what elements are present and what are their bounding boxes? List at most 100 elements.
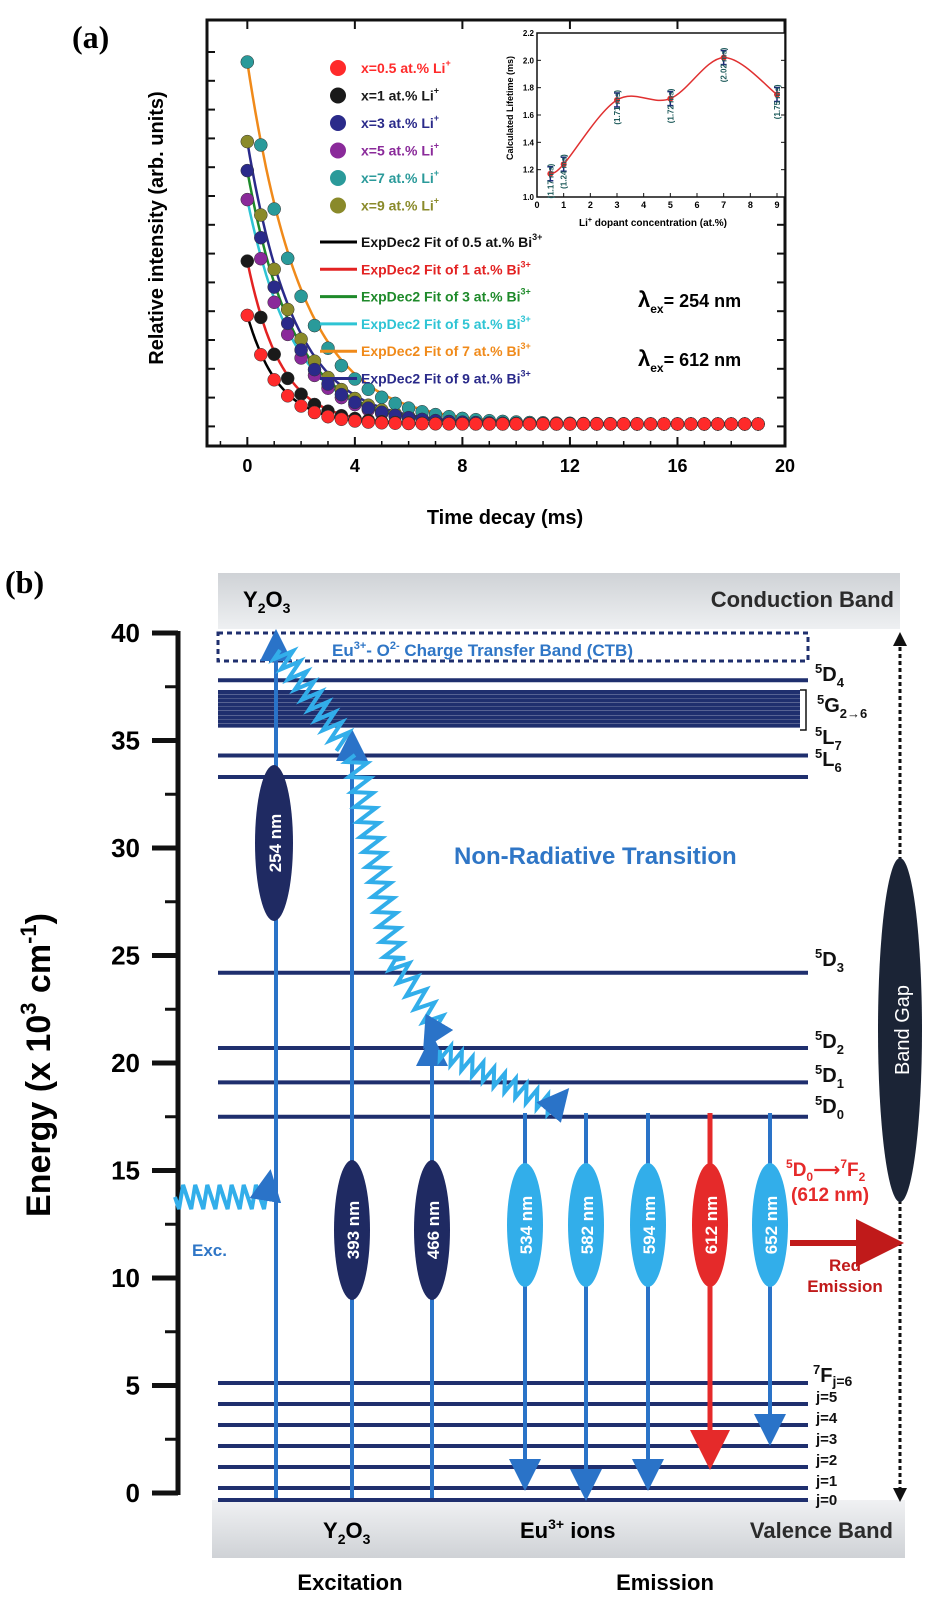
data-point bbox=[307, 362, 322, 377]
red-emission-1: Red bbox=[829, 1256, 861, 1275]
data-point bbox=[240, 308, 255, 323]
data-point bbox=[254, 230, 268, 245]
inset-value-label: (1.71 ms) bbox=[613, 90, 622, 125]
data-point bbox=[603, 417, 618, 431]
data-point bbox=[415, 416, 429, 431]
transition-label: 5D0⟶7F2 bbox=[786, 1157, 866, 1184]
legend-label: x=1 at.% Li+ bbox=[361, 86, 439, 104]
data-point bbox=[294, 399, 308, 413]
data-point bbox=[294, 289, 308, 304]
non-radiative-wave-1 bbox=[268, 646, 355, 753]
data-point bbox=[630, 417, 644, 431]
data-point bbox=[307, 318, 322, 333]
data-point bbox=[280, 371, 295, 386]
emission-582nm bbox=[568, 1163, 604, 1287]
band-gap: Band Gap bbox=[878, 632, 922, 1502]
inset-y-tick-label: 1.8 bbox=[523, 84, 535, 93]
data-point bbox=[388, 416, 402, 430]
excitation-wave bbox=[173, 1169, 282, 1210]
label-5g: 5G2→6 bbox=[817, 692, 867, 721]
host-top-label: Y2O3 bbox=[243, 587, 291, 616]
x-tick-label: 16 bbox=[667, 456, 687, 476]
inset-y-tick-label: 2.0 bbox=[523, 56, 535, 65]
data-point bbox=[643, 417, 658, 431]
emission-652nm-label: 652 nm bbox=[762, 1196, 781, 1255]
legend-marker bbox=[330, 60, 346, 76]
emission-534nm-label: 534 nm bbox=[517, 1196, 536, 1255]
ctb-label: Eu3+- O2- Charge Transfer Band (CTB) bbox=[332, 640, 633, 660]
data-point bbox=[616, 417, 631, 431]
data-point bbox=[495, 417, 510, 431]
emission-caption: Emission bbox=[616, 1570, 714, 1595]
inset-value-label: (1.72 ms) bbox=[666, 88, 675, 123]
inset-x-tick-label: 1 bbox=[561, 200, 566, 210]
exc-label: Exc. bbox=[192, 1241, 227, 1260]
inset-y-tick-label: 1.4 bbox=[523, 138, 535, 147]
energy-tick-label: 25 bbox=[111, 941, 140, 971]
data-point bbox=[737, 417, 752, 431]
data-point bbox=[267, 262, 281, 277]
transition-nm: (612 nm) bbox=[791, 1185, 869, 1206]
ctb-box bbox=[216, 631, 810, 663]
red-emission-annotation: 5D0⟶7F2 (612 nm) Red Emission bbox=[786, 1157, 883, 1296]
data-point bbox=[280, 251, 295, 266]
decay-xlabel: Time decay (ms) bbox=[427, 507, 583, 529]
data-point bbox=[280, 316, 295, 331]
data-point bbox=[254, 208, 268, 222]
non-radiative-wave-3 bbox=[437, 1040, 570, 1123]
legend-fit-label: ExpDec2 Fit of 3 at.% Bi3+ bbox=[361, 287, 531, 305]
data-point bbox=[724, 417, 738, 431]
decay-axes-frame bbox=[205, 18, 787, 448]
decay-legend: x=0.5 at.% Li+ x=1 at.% Li+ x=3 at.% Li+ x=… bbox=[320, 58, 542, 387]
energy-ylabel: Energy (x 103 cm-1) bbox=[16, 913, 58, 1217]
data-point bbox=[240, 254, 255, 268]
label-7fj6: 7Fj=6 bbox=[813, 1362, 853, 1389]
x-tick-label: 4 bbox=[350, 456, 360, 476]
label-j4: j=4 bbox=[815, 1410, 838, 1427]
inset-ylabel: Calculated Lifetime (ms) bbox=[505, 56, 515, 160]
inset-y-tick-label: 1.2 bbox=[523, 166, 535, 175]
label-5l6: 5L6 bbox=[815, 746, 842, 775]
inset-x-tick-label: 9 bbox=[774, 200, 779, 210]
data-point bbox=[361, 415, 376, 429]
inset-point bbox=[774, 91, 780, 98]
data-point bbox=[267, 295, 281, 310]
data-point bbox=[334, 387, 349, 402]
x-tick-label: 8 bbox=[457, 456, 467, 476]
valence-band bbox=[212, 1500, 905, 1558]
data-point bbox=[240, 192, 255, 207]
inset-value-label: (1.17 ms) bbox=[546, 163, 555, 198]
data-point bbox=[361, 382, 376, 397]
legend-fit-label: ExpDec2 Fit of 0.5 at.% Bi3+ bbox=[361, 232, 542, 250]
data-point bbox=[254, 347, 268, 362]
inset-x-tick-label: 8 bbox=[748, 200, 753, 210]
data-point bbox=[240, 163, 255, 178]
valence-band-label: Valence Band bbox=[750, 1518, 893, 1543]
data-point bbox=[576, 417, 591, 431]
data-point bbox=[482, 417, 497, 431]
lambda-ex-612: λex= 612 nm bbox=[638, 346, 741, 375]
legend-label: x=0.5 at.% Li+ bbox=[361, 58, 451, 76]
inset-point bbox=[547, 170, 554, 177]
data-point bbox=[348, 395, 362, 410]
data-point bbox=[254, 310, 268, 325]
inset-x-tick-label: 2 bbox=[588, 200, 593, 210]
label-5d2: 5D2 bbox=[815, 1028, 844, 1057]
legend-fit-label: ExpDec2 Fit of 1 at.% Bi3+ bbox=[361, 259, 531, 277]
data-point bbox=[361, 401, 376, 415]
label-5d3: 5D3 bbox=[815, 946, 844, 975]
conduction-band bbox=[218, 573, 900, 629]
inset-point bbox=[720, 54, 727, 61]
inset-value-label: (1.24 ms) bbox=[560, 154, 569, 189]
g-bracket bbox=[800, 689, 807, 731]
panel-a-label: (a) bbox=[72, 19, 109, 55]
data-point bbox=[374, 416, 389, 430]
data-point bbox=[374, 390, 389, 405]
legend-label: x=3 at.% Li+ bbox=[361, 113, 439, 131]
x-tick-label: 0 bbox=[242, 456, 252, 476]
lambda-ex-254: λex= 254 nm bbox=[638, 287, 741, 316]
legend-fit-label: ExpDec2 Fit of 5 at.% Bi3+ bbox=[361, 314, 531, 332]
excitation-254nm bbox=[255, 765, 293, 921]
data-point bbox=[657, 417, 671, 431]
excitation-caption: Excitation bbox=[297, 1570, 402, 1595]
